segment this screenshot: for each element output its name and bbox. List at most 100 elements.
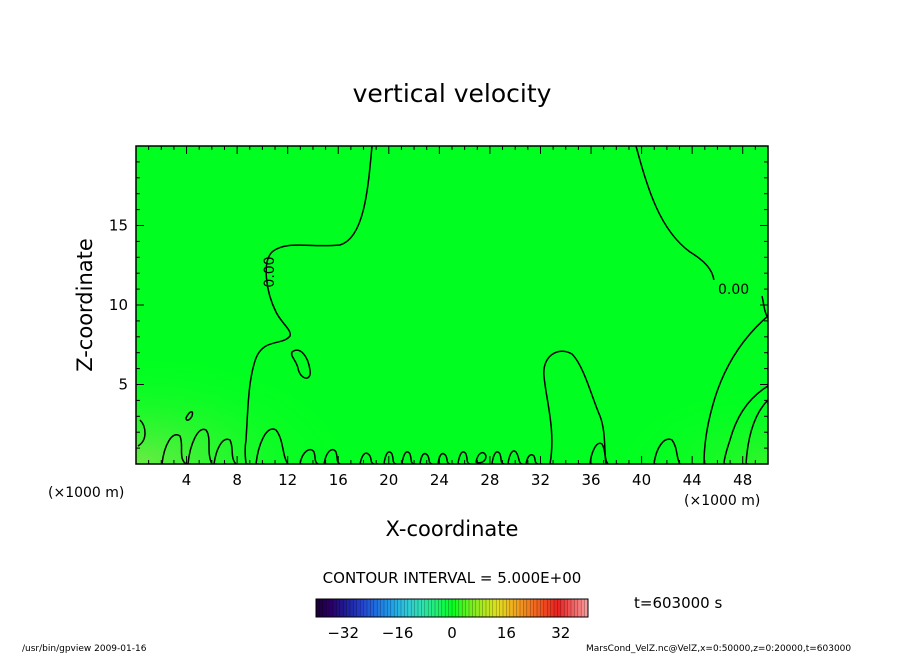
- colorbar-segment: [356, 599, 361, 617]
- contour-line: [543, 350, 607, 464]
- colorbar-segment: [339, 599, 344, 617]
- colorbar-segment: [540, 599, 545, 617]
- colorbar-segment: [479, 599, 483, 617]
- x-tick-label: 44: [683, 471, 702, 489]
- colorbar-segment: [526, 599, 531, 617]
- colorbar-segment: [520, 599, 524, 617]
- colorbar-segment: [543, 599, 548, 617]
- colorbar-segment: [411, 599, 415, 617]
- contour-line: [187, 428, 213, 464]
- colorbar-segment: [523, 599, 528, 617]
- colorbar-segment: [353, 599, 358, 617]
- colorbar-segment: [584, 599, 589, 617]
- x-axis-unit: (×1000 m): [684, 493, 760, 509]
- colorbar-segment: [452, 599, 456, 617]
- colorbar-segment: [401, 599, 405, 617]
- colorbar-segment: [499, 599, 504, 617]
- colorbar-segment: [550, 599, 555, 617]
- colorbar-segment: [492, 599, 497, 617]
- colorbar-segment: [384, 599, 388, 617]
- colorbar-segment: [390, 599, 395, 617]
- colorbar-segment: [537, 599, 541, 617]
- contour-line: [299, 448, 319, 464]
- y-axis-ticks: 5 10 15: [109, 161, 768, 449]
- colorbar-segment: [397, 599, 402, 617]
- colorbar-tick-label: −16: [382, 624, 414, 642]
- y-tick-label: 15: [109, 217, 128, 235]
- colorbar-segment: [441, 599, 446, 617]
- x-tick-label: 12: [278, 471, 297, 489]
- colorbar-segment: [322, 599, 327, 617]
- colorbar-segment: [564, 599, 568, 617]
- contour-interval-label: CONTOUR INTERVAL = 5.000E+00: [323, 569, 582, 587]
- colorbar-frame: [315, 598, 589, 618]
- colorbar-segment: [377, 599, 381, 617]
- chart-title: vertical velocity: [353, 79, 552, 108]
- colorbar-segment: [394, 599, 398, 617]
- contour-line: [475, 451, 487, 464]
- colorbar-segment: [509, 599, 514, 617]
- colorbar-segment: [380, 599, 385, 617]
- colorbar-segment: [557, 599, 562, 617]
- colorbar-segment: [363, 599, 368, 617]
- time-label: t=603000 s: [634, 594, 722, 612]
- contour-line: [359, 452, 375, 464]
- contour-line: [525, 453, 539, 464]
- colorbar-segment: [462, 599, 466, 617]
- colorbar-segment: [560, 599, 565, 617]
- x-tick-label: 36: [581, 471, 600, 489]
- colorbar-segment: [316, 599, 320, 617]
- contour-line: [703, 315, 768, 464]
- colorbar-segment: [574, 599, 579, 617]
- colorbar-segment: [336, 599, 341, 617]
- contour-line: [244, 146, 373, 464]
- colorbar-segment: [571, 599, 575, 617]
- colorbar-segment: [438, 599, 443, 617]
- colorbar-tick-label: −32: [327, 624, 359, 642]
- colorbar-segment: [404, 599, 409, 617]
- contour-line: [723, 385, 768, 464]
- x-tick-label: 32: [531, 471, 550, 489]
- contour-lines: [137, 146, 768, 464]
- colorbar-segment: [455, 599, 460, 617]
- contour-line: [185, 411, 194, 421]
- colorbar-segment: [489, 599, 494, 617]
- colorbar-segment: [472, 599, 477, 617]
- colorbar-segment: [329, 599, 334, 617]
- colorbar-ticks: −32 −16 0 16 32: [327, 624, 570, 642]
- contour-line: [161, 434, 187, 464]
- contour-line: [213, 438, 237, 464]
- colorbar-segment: [547, 599, 551, 617]
- colorbar-segment: [424, 599, 429, 617]
- colorbar-segment: [367, 599, 371, 617]
- footer-left: /usr/bin/gpview 2009-01-16: [22, 644, 147, 654]
- colorbar-segment: [370, 599, 375, 617]
- contour-label: 0.00: [262, 256, 278, 287]
- contour-line: [290, 349, 311, 379]
- colorbar-tick-label: 16: [497, 624, 516, 642]
- contour-line: [419, 452, 433, 464]
- contour-line: [401, 451, 415, 464]
- x-tick-label: 48: [733, 471, 752, 489]
- y-tick-label: 5: [118, 376, 128, 394]
- colorbar-segment: [503, 599, 507, 617]
- colorbar-segment: [469, 599, 473, 617]
- colorbar-segment: [577, 599, 582, 617]
- contour-label: 0.00: [718, 282, 749, 298]
- colorbar-segment: [516, 599, 521, 617]
- colorbar-segment: [581, 599, 585, 617]
- colorbar-segment: [482, 599, 487, 617]
- colorbar-segment: [567, 599, 572, 617]
- colorbar-segment: [486, 599, 490, 617]
- colorbar-segment: [418, 599, 422, 617]
- colorbar: [316, 599, 589, 617]
- colorbar-segment: [513, 599, 517, 617]
- y-tick-label: 10: [109, 296, 128, 314]
- field-shading-right: [136, 146, 768, 464]
- x-tick-label: 28: [480, 471, 499, 489]
- colorbar-segment: [530, 599, 534, 617]
- colorbar-segment: [319, 599, 324, 617]
- colorbar-segment: [421, 599, 426, 617]
- x-tick-label: 20: [379, 471, 398, 489]
